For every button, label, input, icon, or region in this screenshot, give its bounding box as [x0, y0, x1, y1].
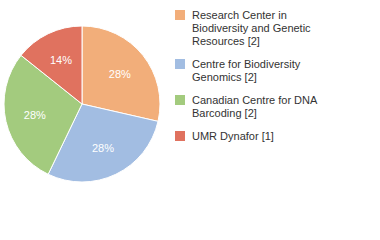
legend-label: Centre for BiodiversityGenomics [2]	[192, 58, 301, 83]
legend-label: UMR Dynafor [1]	[192, 130, 274, 142]
legend: Research Center inBiodiversity and Genet…	[175, 9, 318, 142]
legend-label: Canadian Centre for DNABarcoding [2]	[192, 94, 318, 119]
chart: 28% 28% 28% 14% Research Center inBiodiversi…	[0, 0, 380, 240]
legend-swatch	[175, 10, 185, 20]
pie	[4, 26, 160, 182]
pie-slice	[21, 26, 82, 104]
legend-label: Research Center inBiodiversity and Genet…	[192, 9, 311, 47]
data-label: 28%	[109, 68, 131, 80]
data-label: 14%	[50, 54, 72, 66]
data-label: 28%	[24, 109, 46, 121]
data-label: 28%	[92, 142, 114, 154]
legend-swatch	[175, 131, 185, 141]
legend-swatch	[175, 59, 185, 69]
legend-swatch	[175, 95, 185, 105]
